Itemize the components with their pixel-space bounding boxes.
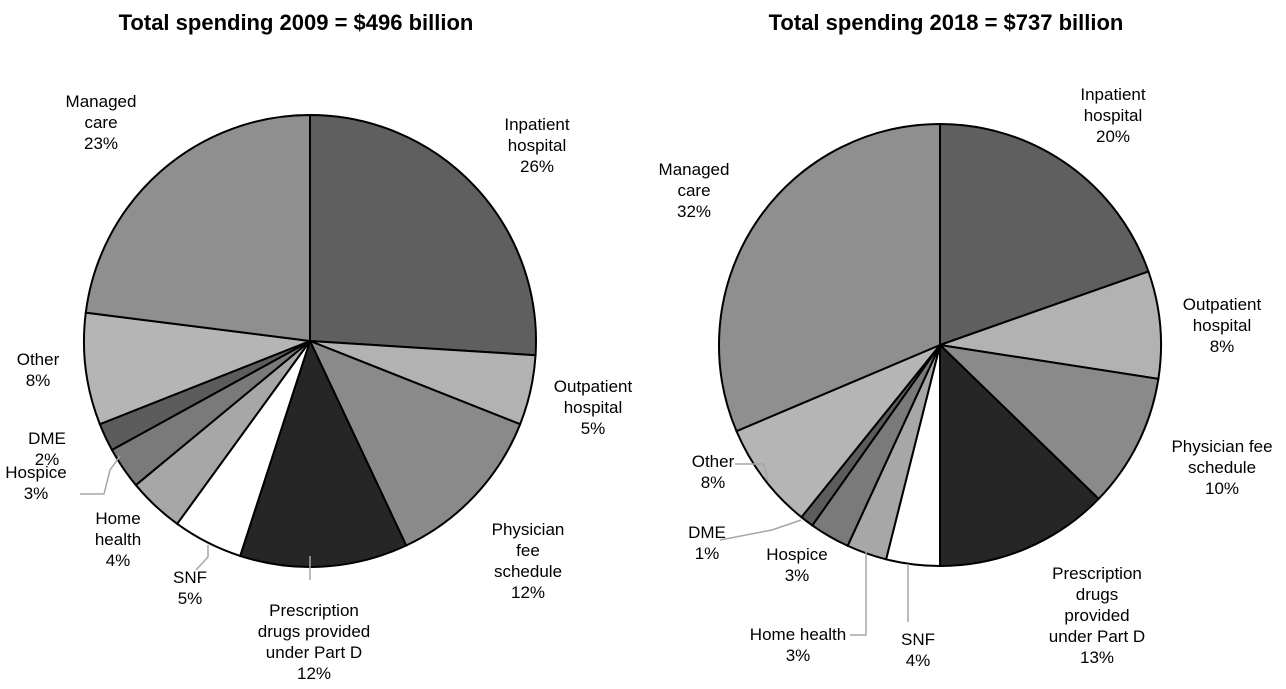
data-label-home-health: Home health 4% <box>95 509 141 570</box>
leader-line-snf <box>195 545 209 571</box>
leader-line-hospice <box>80 455 121 495</box>
data-label-physician-fee-schedule: Physician fee schedule 10% <box>1171 437 1272 498</box>
data-label-other: Other 8% <box>17 350 60 390</box>
data-label-inpatient-hospital: Inpatient hospital 20% <box>1080 85 1145 146</box>
pie-slice-other <box>735 344 941 519</box>
slice-labels-2009: Inpatient hospital 26% Outpatient hospital 5%… <box>5 92 632 683</box>
pie-chart-2018: Total spending 2018 = $737 billion Inpat… <box>659 10 1273 670</box>
data-label-snf: SNF 4% <box>901 630 935 670</box>
chart-title-2009: Total spending 2009 = $496 billion <box>119 10 474 35</box>
chart-title-2018: Total spending 2018 = $737 billion <box>769 10 1124 35</box>
data-label-outpatient-hospital: Outpatient hospital 8% <box>1183 295 1262 356</box>
pie-slice-inpatient-hospital <box>309 113 537 357</box>
data-label-physician-fee-schedule: Physician fee schedule 12% <box>492 520 565 602</box>
data-label-hospice: Hospice 3% <box>5 463 66 503</box>
data-label-inpatient-hospital: Inpatient hospital 26% <box>504 115 569 176</box>
data-label-managed-care: Managed care 32% <box>659 160 730 221</box>
leader-lines-2009 <box>80 455 311 580</box>
pie-slice-prescription-drugs-provided-under-part-d <box>238 338 408 568</box>
data-label-hospice: Hospice 3% <box>766 545 827 585</box>
pie-slices-2018 <box>718 122 1162 568</box>
data-label-home-health: Home health 3% <box>750 625 846 665</box>
pie-slice-physician-fee-schedule <box>937 343 1160 501</box>
leader-lines-2018 <box>719 463 909 636</box>
pie-slice-outpatient-hospital <box>939 270 1162 381</box>
data-label-dme: DME 2% <box>28 429 66 469</box>
data-label-outpatient-hospital: Outpatient hospital 5% <box>554 377 633 438</box>
pie-slice-managed-care <box>718 122 941 433</box>
pie-slice-physician-fee-schedule <box>308 339 522 547</box>
data-label-prescription-drugs-provided-under-part-d: Prescription drugs provided under Part D 13% <box>1049 564 1145 667</box>
leader-line-other <box>735 463 769 482</box>
data-label-other: Other 8% <box>692 452 735 492</box>
leader-line-home-health <box>850 552 867 636</box>
pie-slices-2009 <box>83 113 537 568</box>
data-label-managed-care: Managed care 23% <box>66 92 137 153</box>
leader-line-dme <box>719 519 802 541</box>
pie-chart-2009: Total spending 2009 = $496 billion Inpat… <box>5 10 632 683</box>
pie-slice-other <box>83 311 311 426</box>
data-label-snf: SNF 5% <box>173 568 207 608</box>
data-label-dme: DME 1% <box>688 523 726 563</box>
pie-slice-managed-care <box>84 113 311 343</box>
pie-slice-prescription-drugs-provided-under-part-d <box>939 342 1101 568</box>
data-label-prescription-drugs-provided-under-part-d: Prescription drugs provided under Part D 12… <box>258 601 370 683</box>
slice-labels-2018: Inpatient hospital 20% Outpatient hospital 8%… <box>659 85 1273 670</box>
